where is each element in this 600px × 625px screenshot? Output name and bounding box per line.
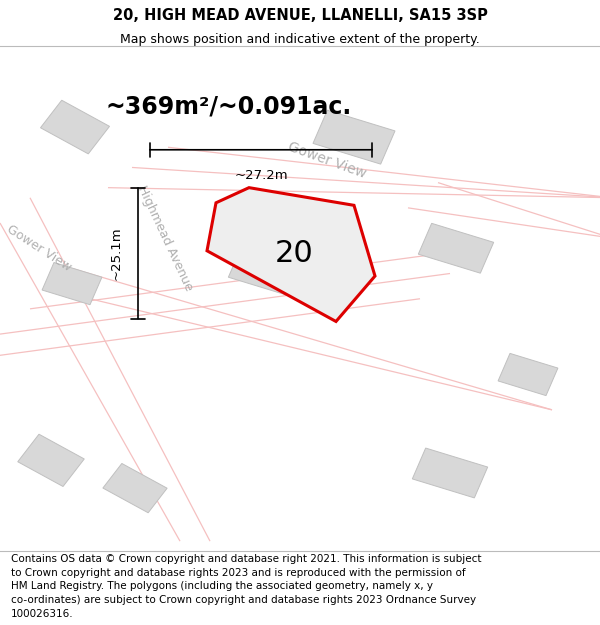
Polygon shape — [42, 262, 102, 305]
Polygon shape — [418, 223, 494, 273]
Text: 20, HIGH MEAD AVENUE, LLANELLI, SA15 3SP: 20, HIGH MEAD AVENUE, LLANELLI, SA15 3SP — [113, 8, 487, 23]
Text: Contains OS data © Crown copyright and database right 2021. This information is : Contains OS data © Crown copyright and d… — [11, 554, 481, 619]
Text: 20: 20 — [275, 239, 313, 268]
Polygon shape — [412, 448, 488, 498]
Polygon shape — [207, 188, 375, 321]
Text: Gower View: Gower View — [4, 222, 74, 274]
Polygon shape — [103, 464, 167, 512]
Polygon shape — [229, 208, 359, 308]
Text: ~27.2m: ~27.2m — [234, 169, 288, 182]
Text: Highmead Avenue: Highmead Avenue — [135, 183, 195, 293]
Polygon shape — [18, 434, 84, 486]
Text: Gower View: Gower View — [286, 139, 368, 181]
Text: ~369m²/~0.091ac.: ~369m²/~0.091ac. — [105, 95, 351, 119]
Text: Map shows position and indicative extent of the property.: Map shows position and indicative extent… — [120, 33, 480, 46]
Polygon shape — [40, 100, 110, 154]
Polygon shape — [313, 110, 395, 164]
Polygon shape — [498, 353, 558, 396]
Text: ~25.1m: ~25.1m — [110, 226, 123, 280]
